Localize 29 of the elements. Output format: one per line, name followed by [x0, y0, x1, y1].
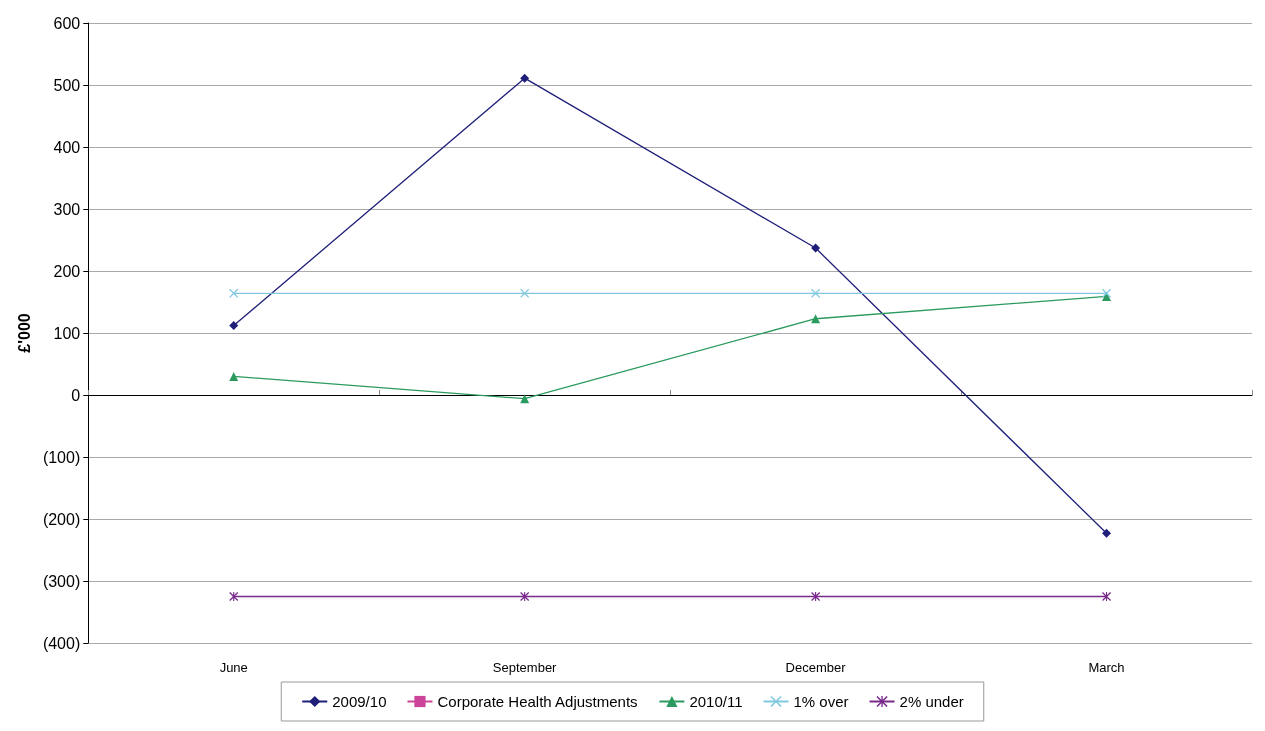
point [811, 314, 821, 324]
x-tick-label: September [492, 660, 558, 675]
y-axis-title: £'000 [15, 313, 33, 353]
legend-label: Corporate Health Adjustments [437, 693, 638, 710]
point [520, 73, 530, 83]
x-tick-label: June [219, 660, 248, 675]
legend-label: 1% over [793, 693, 849, 710]
y-tick-label: 500 [53, 76, 81, 94]
y-tick-label: 0 [71, 386, 81, 404]
point [520, 592, 530, 601]
point [229, 371, 239, 381]
y-tick-label: 300 [53, 200, 81, 218]
legend-label: 2009/10 [332, 693, 387, 710]
point [229, 321, 239, 331]
y-tick-label: (300) [42, 572, 81, 590]
y-tick-label: 200 [53, 262, 81, 280]
x-tick-label: March [1088, 660, 1125, 675]
point [229, 592, 239, 601]
y-tick-label: (400) [42, 634, 81, 652]
y-tick-label: (200) [42, 510, 81, 528]
point [1102, 528, 1112, 538]
y-tick-label: 100 [53, 324, 81, 342]
y-tick-label: 600 [53, 14, 81, 32]
y-tick-label: (100) [42, 448, 81, 466]
y-tick-label: 400 [53, 138, 81, 156]
legend-label: 2% under [899, 693, 964, 710]
legend-label: 2010/11 [689, 693, 743, 710]
x-tick-label: December [785, 660, 847, 675]
point [811, 243, 821, 253]
